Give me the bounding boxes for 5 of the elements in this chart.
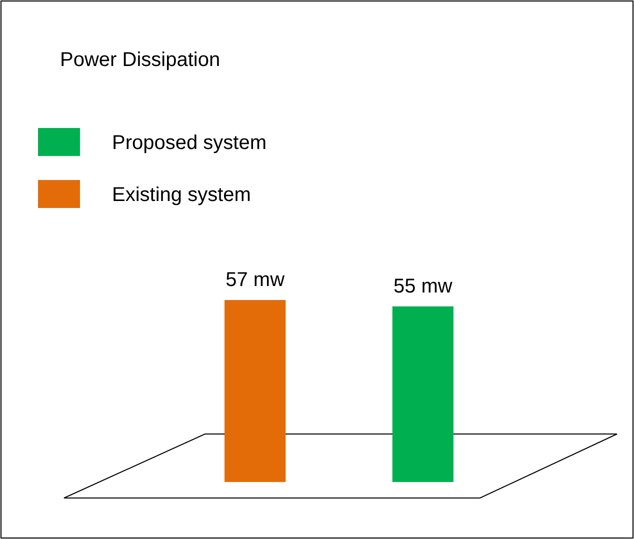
chart-title: Power Dissipation xyxy=(60,49,220,71)
data-label: 55 mw xyxy=(393,275,453,298)
legend-label: Existing system xyxy=(112,184,251,206)
legend-label: Proposed system xyxy=(112,132,267,154)
data-label: 57 mw xyxy=(226,269,286,291)
